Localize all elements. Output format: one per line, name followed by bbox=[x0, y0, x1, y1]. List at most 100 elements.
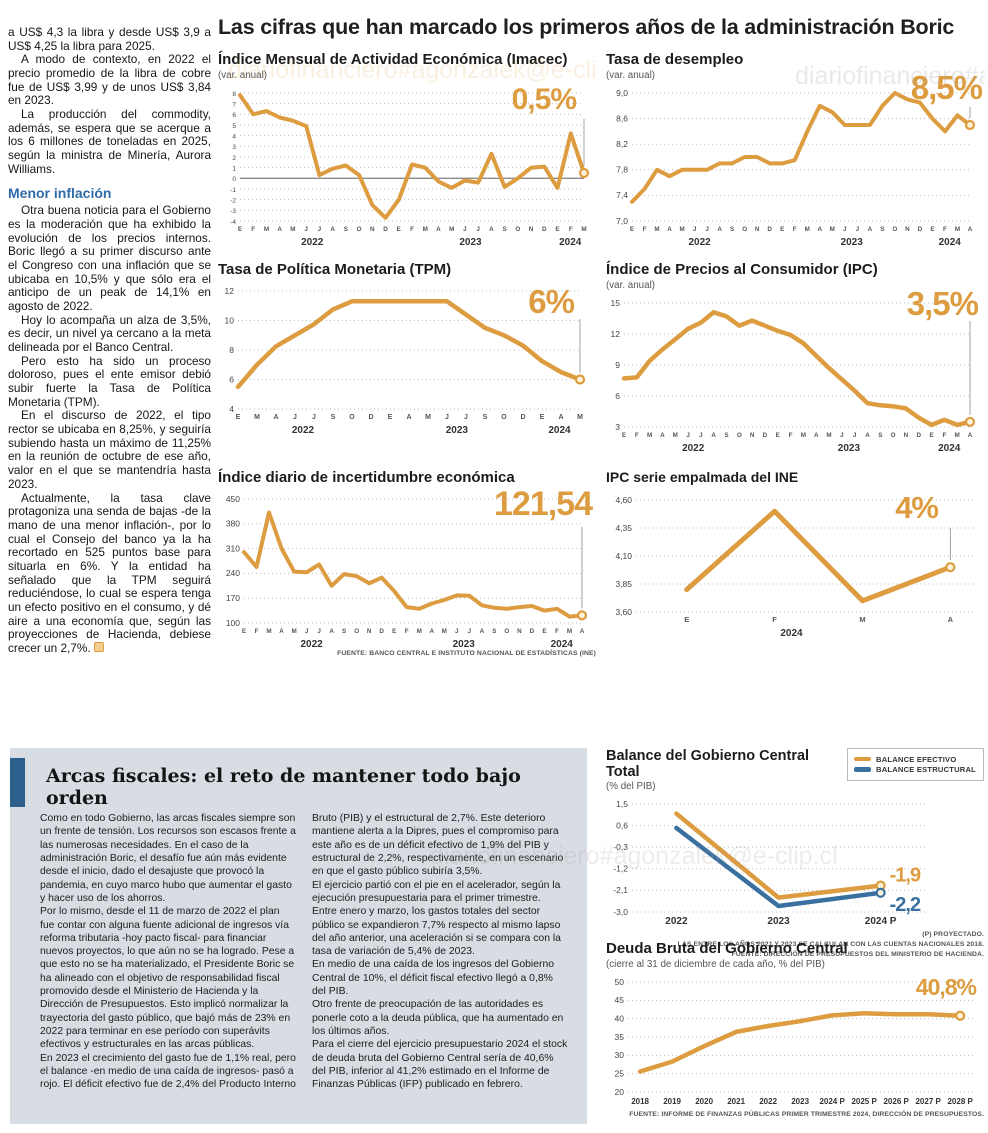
x-axis-label: A bbox=[330, 226, 335, 233]
x-axis-label: O bbox=[357, 226, 362, 233]
x-axis-label: O bbox=[892, 226, 897, 233]
x-axis-label: N bbox=[904, 432, 909, 439]
x-axis-label: D bbox=[767, 226, 772, 233]
x-axis-label: A bbox=[817, 226, 822, 233]
x-axis-category: 2023 bbox=[767, 916, 790, 927]
x-axis-label: A bbox=[429, 628, 434, 635]
year-label: 2022 bbox=[301, 237, 324, 247]
x-axis-label: M bbox=[290, 226, 295, 233]
legend-label: BALANCE EFECTIVO bbox=[876, 754, 957, 764]
year-label: 2024 bbox=[559, 237, 582, 247]
year-label: 2023 bbox=[841, 237, 864, 247]
panel-paragraph: El ejercicio partió con el pie en el ace… bbox=[312, 879, 561, 958]
x-axis-label: A bbox=[480, 628, 485, 635]
x-axis-label: A bbox=[406, 414, 411, 421]
x-axis-label: O bbox=[891, 432, 896, 439]
chart-plot: 1,5 0,6 -0,3 -1,2 -2,1 -3,0 -1,9 -2,2 2022 2023 20… bbox=[606, 796, 984, 930]
x-axis-label: F bbox=[772, 615, 777, 624]
x-axis-label: M bbox=[449, 226, 454, 233]
x-axis-label: D bbox=[916, 432, 921, 439]
x-axis-label: M bbox=[830, 226, 835, 233]
y-axis-label: 12 bbox=[611, 329, 621, 339]
x-axis-label: J bbox=[699, 432, 703, 439]
x-axis-label: E bbox=[397, 226, 401, 233]
y-axis-label: 25 bbox=[615, 1068, 625, 1078]
x-axis-label: F bbox=[635, 432, 639, 439]
chart-canvas: 4,60 4,35 4,10 3,85 3,60 E F M A 2024 bbox=[615, 494, 974, 639]
chart-incertidumbre: Índice diario de incertidumbre económica… bbox=[218, 469, 596, 659]
x-axis-label: S bbox=[880, 226, 884, 233]
chart-title: Tasa de desempleo bbox=[606, 51, 744, 68]
year-label: 2023 bbox=[446, 425, 469, 435]
x-axis-label: E bbox=[776, 432, 780, 439]
article-paragraph: En el discurso de 2022, el tipo rector s… bbox=[8, 408, 211, 491]
article-paragraph: La producción del commodity, además, se … bbox=[8, 107, 211, 176]
chart-subtitle: (% del PIB) bbox=[606, 781, 656, 793]
x-axis-label: J bbox=[304, 226, 308, 233]
x-axis-label: S bbox=[730, 226, 734, 233]
legend-item: BALANCE EFECTIVO bbox=[854, 755, 976, 764]
y-axis-label: 8 bbox=[229, 345, 234, 355]
chart-endpoint-value: 4% bbox=[895, 489, 939, 525]
x-axis-label: J bbox=[468, 628, 472, 635]
x-axis-label: J bbox=[293, 414, 297, 421]
x-axis-label: E bbox=[542, 628, 546, 635]
y-axis-label: 6 bbox=[229, 374, 234, 384]
year-label: 2022 bbox=[300, 639, 323, 649]
year-label: 2022 bbox=[292, 425, 315, 435]
endpoint-marker bbox=[945, 561, 956, 572]
y-axis-label: 20 bbox=[615, 1087, 625, 1097]
x-axis-label: A bbox=[273, 414, 278, 421]
x-axis-label: M bbox=[577, 414, 583, 421]
y-axis-label: 10 bbox=[225, 315, 235, 325]
chart-endpoint-value: 0,5% bbox=[511, 82, 577, 116]
x-axis-label: J bbox=[705, 226, 709, 233]
x-axis-label: N bbox=[529, 226, 534, 233]
x-axis-label: E bbox=[929, 432, 933, 439]
legend-line-icon bbox=[854, 756, 872, 762]
x-axis-label: J bbox=[840, 432, 844, 439]
x-axis-label: D bbox=[542, 226, 547, 233]
x-axis-label: F bbox=[251, 226, 255, 233]
x-axis-label: N bbox=[367, 628, 372, 635]
chart-line bbox=[238, 92, 586, 220]
y-axis-label: -0,3 bbox=[613, 842, 628, 852]
y-axis-label: 8 bbox=[232, 91, 236, 98]
x-axis-label: S bbox=[878, 432, 882, 439]
x-axis-label: J bbox=[686, 432, 690, 439]
x-axis-label: F bbox=[943, 226, 947, 233]
x-axis-label: M bbox=[425, 414, 431, 421]
chart-title: Balance del Gobierno Central Total bbox=[606, 748, 810, 781]
y-axis-label: 450 bbox=[226, 494, 240, 504]
x-axis-label: J bbox=[843, 226, 847, 233]
x-axis-label: E bbox=[630, 226, 634, 233]
x-axis-category: 2024 P bbox=[865, 916, 897, 927]
x-axis-label: M bbox=[417, 628, 422, 635]
endpoint-marker bbox=[955, 1010, 966, 1021]
chart-endpoint-value: 40,8% bbox=[915, 973, 977, 1000]
y-axis-label: 4,35 bbox=[615, 522, 632, 532]
x-axis-label: A bbox=[279, 628, 284, 635]
x-axis-label: J bbox=[856, 226, 860, 233]
x-axis-label: F bbox=[643, 226, 647, 233]
x-axis-label: O bbox=[504, 628, 509, 635]
x-axis-category: 2022 bbox=[665, 916, 688, 927]
x-axis-category: 2022 bbox=[759, 1097, 777, 1106]
x-axis-label: E bbox=[622, 432, 626, 439]
x-axis-label: A bbox=[711, 432, 716, 439]
article-paragraph-text: Actualmente, la tasa clave protagoniza u… bbox=[8, 490, 211, 655]
x-axis-label: D bbox=[520, 414, 525, 421]
chart-endpoint-value: 121,54 bbox=[494, 484, 593, 523]
x-axis-category: 2027 P bbox=[915, 1097, 941, 1106]
x-axis-label: M bbox=[647, 432, 652, 439]
legend-line-icon bbox=[854, 767, 872, 772]
x-axis-category: 2026 P bbox=[883, 1097, 909, 1106]
chart-subtitle: (var. anual) bbox=[218, 69, 268, 81]
chart-title: Índice de Precios al Consumidor (IPC) bbox=[606, 261, 878, 278]
y-axis-label: 2 bbox=[232, 155, 236, 162]
x-axis-label: O bbox=[515, 226, 520, 233]
y-axis-label: 40 bbox=[615, 1013, 625, 1023]
x-axis-label: E bbox=[780, 226, 784, 233]
year-label: 2023 bbox=[459, 237, 482, 247]
